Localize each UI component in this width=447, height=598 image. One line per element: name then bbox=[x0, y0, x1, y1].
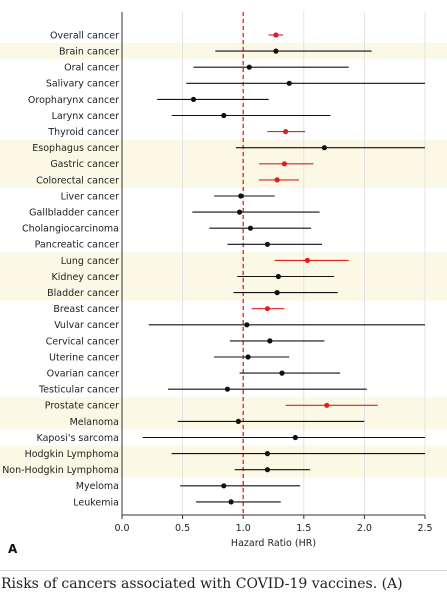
row-label: Esophagus cancer bbox=[32, 143, 119, 154]
row-label: Brain cancer bbox=[59, 47, 119, 58]
row-band bbox=[0, 155, 447, 172]
hr-point bbox=[274, 290, 280, 296]
row-band bbox=[0, 268, 447, 285]
hr-point bbox=[264, 306, 271, 312]
row-band bbox=[0, 139, 447, 156]
hr-point bbox=[286, 80, 292, 86]
forest-plot: Overall cancer Brain cancer Oral cancer Sal… bbox=[0, 12, 447, 556]
hr-point bbox=[264, 451, 271, 457]
row-label: Breast cancer bbox=[53, 304, 119, 315]
hr-point bbox=[274, 177, 280, 183]
hr-point bbox=[247, 225, 254, 231]
row-band bbox=[0, 397, 447, 414]
hr-point bbox=[246, 64, 252, 70]
row-label: Vulvar cancer bbox=[54, 320, 119, 331]
row-label: Oropharynx cancer bbox=[28, 95, 119, 106]
hr-point bbox=[279, 370, 285, 376]
row-label: Testicular cancer bbox=[38, 385, 119, 396]
forest-plot-svg: Overall cancer Brain cancer Oral cancer Sal… bbox=[0, 12, 447, 556]
hr-point bbox=[228, 499, 234, 505]
row-band bbox=[0, 171, 447, 188]
hr-point bbox=[221, 112, 227, 119]
x-tick-label: 2.0 bbox=[357, 523, 372, 534]
row-label: Pancreatic cancer bbox=[35, 240, 119, 251]
row-label: Uterine cancer bbox=[49, 352, 119, 363]
row-label: Gallbladder cancer bbox=[29, 208, 119, 219]
hr-point bbox=[275, 273, 281, 280]
x-tick-label: 1.0 bbox=[236, 523, 251, 534]
hr-point bbox=[190, 96, 197, 102]
panel-label: A bbox=[8, 542, 18, 556]
row-label: Gastric cancer bbox=[50, 159, 119, 170]
row-band bbox=[0, 252, 447, 269]
hr-point bbox=[238, 193, 244, 199]
row-label: Melanoma bbox=[70, 417, 119, 428]
hr-point bbox=[273, 48, 279, 54]
row-label: Cholangiocarcinoma bbox=[22, 224, 119, 235]
hr-point bbox=[264, 241, 271, 247]
row-label: Cervical cancer bbox=[46, 336, 119, 347]
hr-point bbox=[281, 161, 288, 167]
hr-point bbox=[245, 354, 251, 360]
row-label: Colorectal cancer bbox=[36, 175, 119, 186]
hr-point bbox=[292, 434, 298, 441]
x-tick-label: 1.5 bbox=[296, 523, 311, 534]
hr-point bbox=[283, 129, 289, 135]
hr-point bbox=[221, 483, 227, 489]
row-label: Myeloma bbox=[76, 481, 119, 492]
row-label: Lung cancer bbox=[61, 256, 119, 267]
x-tick-label: 0.0 bbox=[114, 523, 129, 534]
figure-caption: Risks of cancers associated with COVID-1… bbox=[0, 570, 447, 598]
row-label: Ovarian cancer bbox=[47, 369, 119, 380]
row-label: Kidney cancer bbox=[52, 272, 120, 283]
x-axis-title: Hazard Ratio (HR) bbox=[231, 538, 316, 549]
hr-point bbox=[235, 418, 241, 424]
row-label: Kaposi's sarcoma bbox=[37, 433, 119, 444]
row-label: Overall cancer bbox=[50, 30, 119, 41]
hr-point bbox=[324, 402, 330, 408]
x-tick-label: 0.5 bbox=[175, 523, 190, 534]
row-band bbox=[0, 461, 447, 478]
hr-point bbox=[267, 338, 273, 344]
row-label: Larynx cancer bbox=[52, 111, 119, 122]
row-label: Thyroid cancer bbox=[47, 127, 119, 138]
row-label: Oral cancer bbox=[64, 63, 119, 74]
row-label: Liver cancer bbox=[61, 191, 119, 202]
row-label: Bladder cancer bbox=[47, 288, 119, 299]
row-label: Leukemia bbox=[73, 497, 119, 508]
hr-point bbox=[321, 145, 328, 151]
hr-point bbox=[224, 386, 231, 392]
x-tick-label: 2.5 bbox=[417, 523, 432, 534]
row-label: Prostate cancer bbox=[45, 401, 119, 412]
hr-point bbox=[304, 257, 311, 263]
row-label: Salivary cancer bbox=[46, 79, 119, 90]
hr-point bbox=[273, 32, 279, 38]
row-band bbox=[0, 284, 447, 301]
row-label: Hodgkin Lymphoma bbox=[25, 449, 119, 460]
hr-point bbox=[244, 322, 250, 328]
row-label: Non-Hodgkin Lymphoma bbox=[2, 465, 119, 476]
hr-point bbox=[264, 467, 271, 473]
hr-point bbox=[236, 209, 243, 215]
